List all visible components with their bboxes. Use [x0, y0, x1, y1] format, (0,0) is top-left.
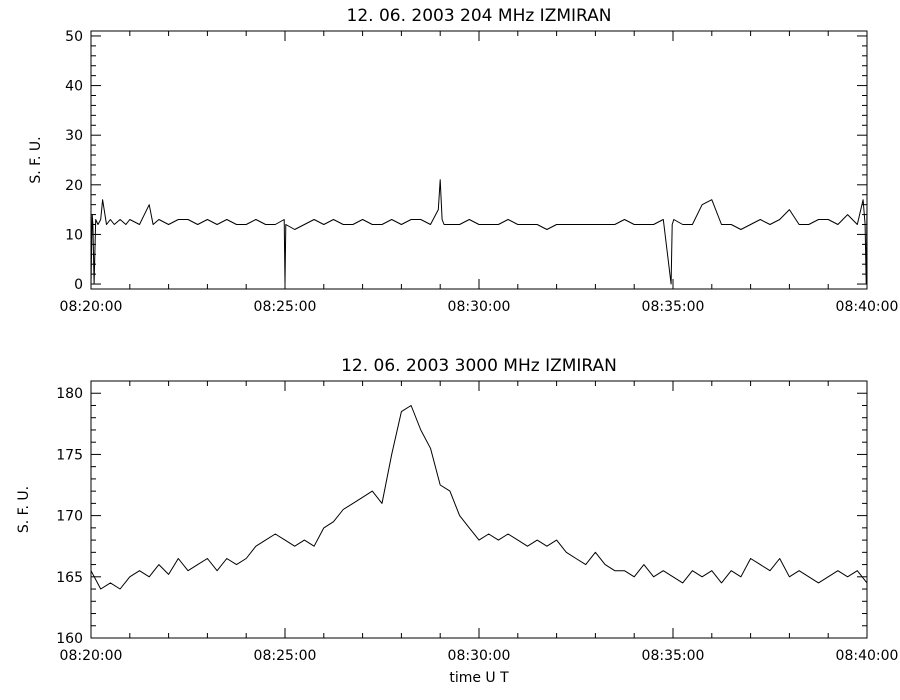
- plot-frame: [90, 380, 868, 639]
- y-tick-label: 50: [65, 29, 83, 45]
- x-tick-label: 08:35:00: [642, 299, 705, 315]
- x-tick-label: 08:35:00: [642, 648, 705, 664]
- y-tick-label: 30: [65, 128, 83, 144]
- y-tick-label: 160: [56, 631, 83, 647]
- x-tick-label: 08:30:00: [448, 299, 511, 315]
- y-tick-label: 170: [56, 509, 83, 525]
- y-axis-label: S. F. U.: [28, 136, 44, 183]
- y-axis-label: S. F. U.: [16, 486, 32, 533]
- x-axis-label: time U T: [449, 670, 509, 686]
- chart-panel-204mhz: 12. 06. 2003 204 MHz IZMIRAN 0 10 20 30 40 50 0…: [28, 6, 898, 315]
- x-tick-label: 08:20:00: [60, 648, 123, 664]
- y-tick-label: 175: [56, 447, 83, 463]
- x-tick-label: 08:20:00: [60, 299, 123, 315]
- chart-title: 12. 06. 2003 204 MHz IZMIRAN: [347, 6, 612, 26]
- chart-title: 12. 06. 2003 3000 MHz IZMIRAN: [341, 356, 617, 376]
- x-tick-label: 08:25:00: [254, 299, 317, 315]
- series-line: [90, 179, 868, 285]
- x-tick-label: 08:40:00: [836, 648, 899, 664]
- x-tick-label: 08:25:00: [254, 648, 317, 664]
- x-tick-label: 08:30:00: [448, 648, 511, 664]
- y-tick-label: 165: [56, 570, 83, 586]
- y-tick-label: 0: [74, 277, 83, 293]
- plot-frame: [90, 30, 868, 290]
- y-tick-label: 40: [65, 79, 83, 95]
- y-tick-label: 10: [65, 227, 83, 243]
- chart-panel-3000mhz: 12. 06. 2003 3000 MHz IZMIRAN 160 165 170 17…: [16, 356, 898, 686]
- y-tick-label: 20: [65, 178, 83, 194]
- series-line: [90, 405, 868, 590]
- y-tick-label: 180: [56, 386, 83, 402]
- x-tick-label: 08:40:00: [836, 299, 899, 315]
